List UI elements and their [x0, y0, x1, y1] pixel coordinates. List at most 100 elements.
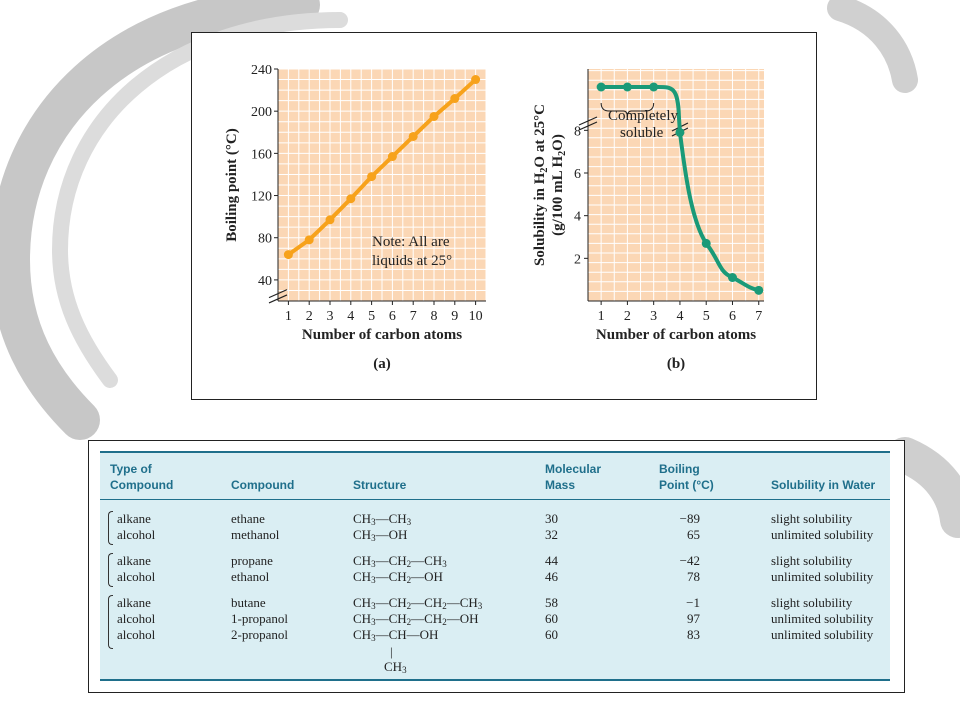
cell-boiling-point: −42 [679, 553, 700, 568]
header-type: Type of Compound [110, 462, 174, 492]
x-tick-label-a: 9 [451, 309, 458, 324]
header-mass: Molecular Mass [545, 462, 602, 492]
x-tick-label-b: 6 [729, 309, 736, 324]
data-point-b [622, 82, 632, 92]
y-tick-label-b: 4 [574, 210, 581, 225]
y-axis-label-b-line1: Solubility in H2O at 25°C [532, 104, 550, 266]
x-tick-label-b: 7 [755, 309, 762, 324]
series-line-a [287, 78, 477, 257]
x-tick-label-a: 1 [285, 309, 292, 324]
cell-structure: CH3—CH2—OH [353, 569, 443, 585]
series-line-b [601, 84, 760, 293]
header-solubility: Solubility in Water [771, 478, 876, 492]
data-point-a [304, 235, 314, 245]
cell-structure: CH3—CH2—CH3 [353, 553, 447, 569]
cell-boiling-point: 83 [687, 627, 700, 642]
cell-type: alcohol [117, 611, 156, 626]
y-axis-label-a: Boiling point (°C) [224, 128, 240, 242]
figure-panel: 40 80 120 160 200 240 1 2 3 4 5 6 7 8 9 10 Note: All are… [191, 32, 817, 400]
cell-solubility: unlimited solubility [771, 611, 874, 626]
data-point-a [429, 111, 439, 121]
table-bottom-rule [100, 679, 890, 681]
y-tick-label-a: 40 [258, 274, 272, 289]
y-axis-label-b-line2: (g/100 mL H2O) [550, 134, 568, 236]
cell-boiling-point: −1 [686, 595, 700, 610]
cell-type: alcohol [117, 569, 156, 584]
data-point-b [649, 82, 659, 92]
cell-type: alkane [117, 553, 151, 568]
data-point-a [367, 172, 377, 182]
y-tick-label-a: 80 [258, 232, 272, 247]
data-point-b [727, 273, 737, 283]
data-point-a [450, 94, 460, 104]
cell-solubility: slight solubility [771, 511, 853, 526]
cell-compound: ethane [231, 511, 265, 526]
cell-mass: 44 [545, 553, 558, 568]
y-tick-label-a: 200 [251, 105, 272, 120]
group-brace [108, 553, 113, 587]
data-point-b [596, 82, 606, 92]
x-axis-label-a: Number of carbon atoms [302, 327, 462, 343]
header-structure: Structure [353, 478, 407, 492]
cell-structure: CH3—CH3 [353, 511, 412, 527]
data-point-a [408, 131, 418, 141]
header-boiling-point: Boiling Point (°C) [659, 462, 714, 492]
cell-compound: 2-propanol [231, 627, 289, 642]
comparison-table: Type of Compound Compound Structure Molec… [88, 440, 905, 693]
data-point-b [675, 127, 685, 137]
branch-bond: | [390, 644, 393, 659]
cell-structure: CH3—OH [353, 527, 408, 543]
cell-type: alcohol [117, 627, 156, 642]
branch-group: CH3 [384, 659, 407, 675]
x-tick-label-b: 4 [676, 309, 683, 324]
data-point-a [346, 194, 356, 204]
x-tick-label-b: 1 [598, 309, 605, 324]
panel-label-a: (a) [373, 356, 391, 372]
header-compound: Compound [231, 478, 295, 492]
x-tick-label-a: 5 [368, 309, 375, 324]
data-point-a [283, 250, 293, 260]
cell-compound: propane [231, 553, 273, 568]
x-tick-label-a: 2 [306, 309, 313, 324]
x-axis-label-b: Number of carbon atoms [596, 327, 756, 343]
annotation-a: Note: All are [372, 234, 450, 250]
annotation-b: soluble [620, 125, 664, 141]
cell-type: alkane [117, 595, 151, 610]
table-header-rule [100, 499, 890, 500]
cell-compound: methanol [231, 527, 280, 542]
x-tick-label-a: 10 [469, 309, 483, 324]
cell-type: alkane [117, 511, 151, 526]
cell-solubility: slight solubility [771, 595, 853, 610]
cell-boiling-point: −89 [679, 511, 700, 526]
x-tick-label-b: 5 [703, 309, 710, 324]
data-point-b [754, 285, 764, 295]
cell-mass: 32 [545, 527, 558, 542]
cell-solubility: unlimited solubility [771, 527, 874, 542]
cell-boiling-point: 78 [687, 569, 700, 584]
cell-mass: 58 [545, 595, 558, 610]
table-body: Type of Compound Compound Structure Molec… [100, 451, 890, 681]
cell-type: alcohol [117, 527, 156, 542]
cell-solubility: slight solubility [771, 553, 853, 568]
cell-mass: 46 [545, 569, 558, 584]
annotation-a: liquids at 25° [372, 253, 452, 269]
y-tick-label-b: 2 [574, 252, 581, 267]
cell-solubility: unlimited solubility [771, 627, 874, 642]
y-tick-label-b: 6 [574, 167, 581, 182]
cell-mass: 60 [545, 627, 558, 642]
data-point-a [325, 215, 335, 225]
cell-structure: CH3—CH2—CH2—OH [353, 611, 479, 627]
x-tick-label-a: 6 [389, 309, 396, 324]
cell-boiling-point: 65 [687, 527, 700, 542]
axis-break-b [578, 116, 598, 131]
y-tick-label-a: 240 [251, 63, 272, 78]
cell-compound: 1-propanol [231, 611, 289, 626]
cell-compound: ethanol [231, 569, 270, 584]
y-tick-label-a: 160 [251, 147, 272, 162]
axis-break-a [268, 289, 288, 304]
group-brace [108, 595, 113, 649]
y-tick-label-a: 120 [251, 190, 272, 205]
cell-solubility: unlimited solubility [771, 569, 874, 584]
x-tick-label-a: 7 [410, 309, 417, 324]
